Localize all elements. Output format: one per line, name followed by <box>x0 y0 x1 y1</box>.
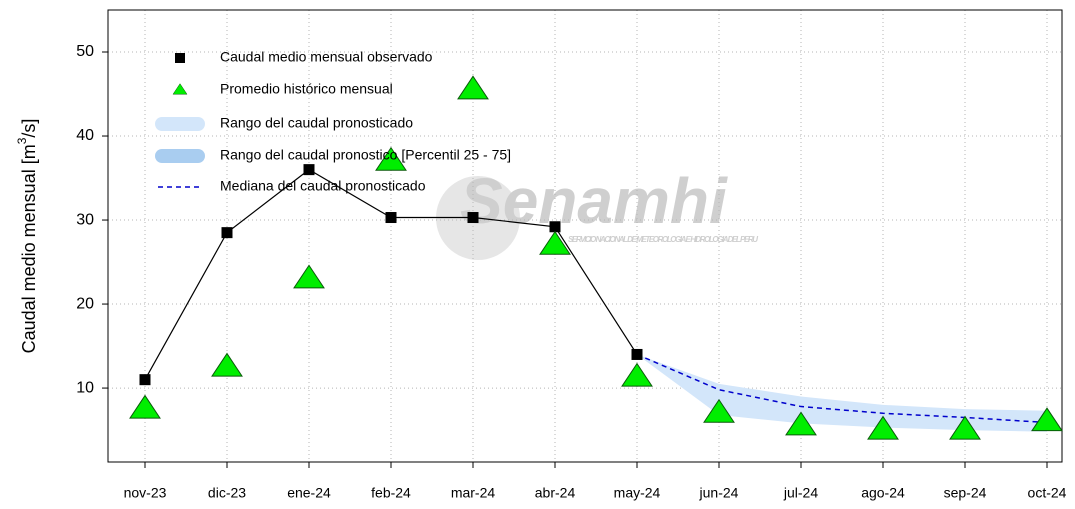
observed-marker <box>631 348 643 360</box>
x-tick-label: oct-24 <box>1028 485 1067 501</box>
historical-marker <box>539 230 571 255</box>
legend-marker <box>172 83 188 95</box>
historical-marker <box>129 394 161 419</box>
forecast-band <box>637 354 1047 432</box>
x-tick-label: feb-24 <box>371 485 411 501</box>
historical-marker <box>949 415 981 440</box>
historical-marker <box>375 146 407 171</box>
median-line <box>636 353 1048 424</box>
x-tick-label: ene-24 <box>287 485 331 501</box>
legend-label: Caudal medio mensual observado <box>220 49 433 65</box>
x-tick-label: abr-24 <box>535 485 576 501</box>
x-tick-label: sep-24 <box>944 485 987 501</box>
y-tick-label: 20 <box>76 295 94 312</box>
y-label-main: Caudal medio mensual [m <box>19 144 39 353</box>
historical-marker <box>211 352 243 377</box>
historical-marker <box>703 398 735 423</box>
watermark: Senamhi SERVICIO NACIONAL DE METEOROLOGI… <box>436 165 758 260</box>
observed-marker <box>303 164 315 176</box>
historical-marker <box>457 75 489 100</box>
x-tick-label: ago-24 <box>861 485 905 501</box>
observed-marker <box>221 227 233 239</box>
legend-label: Rango del caudal pronostico [Percentil 2… <box>220 147 511 163</box>
legend-label: Rango del caudal pronosticado <box>220 115 413 131</box>
historical-marker <box>621 362 653 387</box>
y-tick-label: 30 <box>76 211 94 228</box>
y-label-sup: 3 <box>15 137 29 144</box>
y-tick-label: 40 <box>76 127 94 144</box>
plot-frame <box>107 9 1063 463</box>
observed-marker <box>139 374 151 386</box>
y-tick-label: 50 <box>76 43 94 60</box>
x-tick-label: may-24 <box>614 485 661 501</box>
observed-marker <box>467 212 479 224</box>
x-tick-label: dic-23 <box>208 485 246 501</box>
legend-label: Promedio histórico mensual <box>220 81 393 97</box>
legend-label: Mediana del caudal pronosticado <box>220 178 426 194</box>
watermark-subtext: SERVICIO NACIONAL DE METEOROLOGIA E HIDR… <box>568 235 758 244</box>
historical-marker <box>1031 407 1063 432</box>
x-tick-label: jul-24 <box>783 485 818 501</box>
legend-marker <box>175 53 185 63</box>
x-tick-label: jun-24 <box>699 485 739 501</box>
y-axis-label: Caudal medio mensual [m3/s] <box>15 119 39 354</box>
historical-marker <box>867 415 899 440</box>
historical-marker <box>293 264 325 289</box>
watermark-text: Senamhi <box>460 165 728 237</box>
x-tick-label: mar-24 <box>451 485 496 501</box>
y-label-end: /s] <box>19 119 39 138</box>
observed-marker <box>549 221 561 233</box>
observed-marker <box>385 212 397 224</box>
y-tick-label: 10 <box>76 379 94 396</box>
x-tick-label: nov-23 <box>124 485 167 501</box>
historical-marker <box>785 411 817 436</box>
